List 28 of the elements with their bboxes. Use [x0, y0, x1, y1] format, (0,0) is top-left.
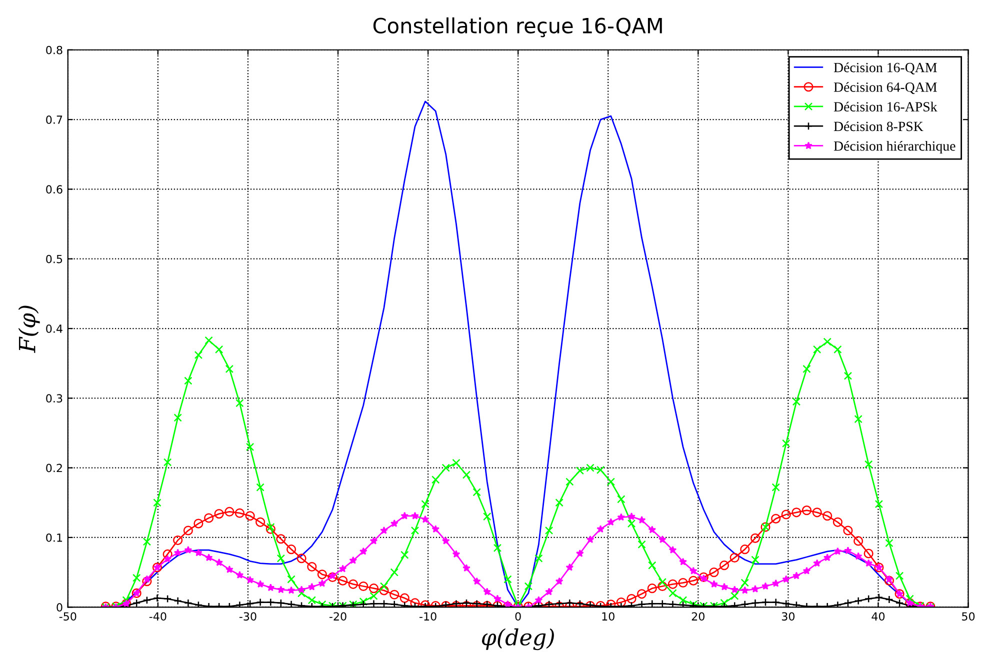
- x-tick-label: 40: [872, 612, 885, 621]
- y-tick-label: 0.6: [46, 185, 62, 194]
- legend-label: Décision hiérarchique: [834, 140, 956, 154]
- x-tick-label: -20: [329, 612, 346, 621]
- chart-title: Constellation reçue 16-QAM: [373, 17, 662, 38]
- y-tick-label: 0.3: [46, 394, 62, 403]
- x-axis-title: φ(deg): [482, 628, 554, 650]
- y-tick-label: 0.1: [46, 533, 62, 542]
- y-tick-label: 0.7: [46, 116, 62, 124]
- x-tick-label: 20: [692, 612, 704, 621]
- y-tick-label: 0.5: [46, 254, 62, 264]
- x-tick-label: 30: [782, 612, 795, 621]
- legend-label: Décision 16-QAM: [834, 62, 937, 74]
- x-tick-label: -40: [149, 612, 166, 621]
- legend-label: Décision 64-QAM: [834, 82, 937, 94]
- legend-label: Décision 8-PSK: [834, 121, 924, 132]
- y-axis-title: F(φ): [18, 306, 40, 354]
- x-tick-label: 10: [602, 612, 614, 621]
- legend-label: Décision 16-APSk: [834, 102, 938, 112]
- y-tick-label: 0.4: [46, 324, 62, 333]
- y-tick-label: 0.8: [46, 46, 62, 54]
- x-tick-label: 0: [515, 612, 521, 621]
- x-tick-label: -10: [420, 612, 436, 621]
- x-tick-label: -30: [239, 612, 256, 621]
- x-tick-label: -50: [59, 612, 76, 621]
- y-tick-label: 0.2: [46, 464, 62, 472]
- y-tick-label: 0: [56, 603, 62, 612]
- x-tick-label: 50: [962, 612, 975, 621]
